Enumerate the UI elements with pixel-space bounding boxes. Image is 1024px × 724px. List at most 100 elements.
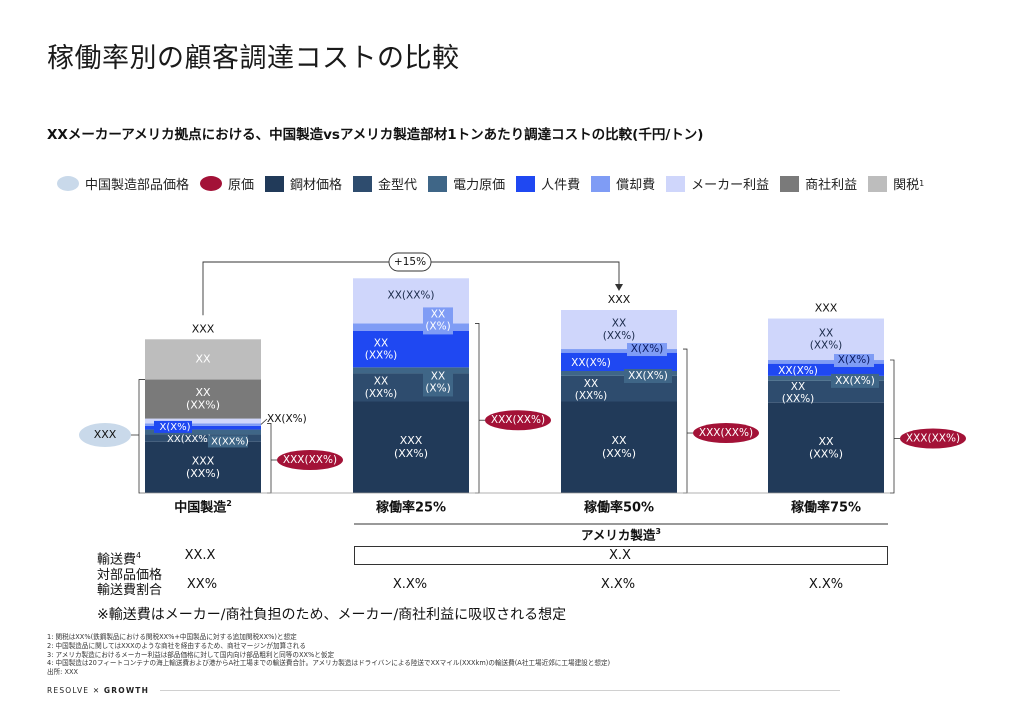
legend-item-6: 償却費 [591,174,655,193]
legend-swatch [780,175,800,192]
bar-segment [145,425,261,430]
china-price-label: XXX [94,428,117,441]
bar-segment [145,339,261,380]
legend-label: 原価 [228,178,255,193]
bar-segment [353,330,469,368]
bar-segment [145,379,261,419]
legend-swatch [57,176,79,191]
legend-label: 電力原価 [453,178,506,193]
cost-bracket [475,323,480,494]
shipping-note: ※輸送費はメーカー/商社負担のため、メーカー/商社利益に吸収される想定 [97,607,567,623]
legend-swatch [591,175,611,192]
cost-label: XXX(XX%) [699,427,753,439]
cost-ellipse [900,428,966,449]
cost-bracket [267,423,272,494]
bar-segment [145,434,261,442]
cost-label: XXX(XX%) [491,414,545,426]
ratio-value-25: X.X% [392,577,428,592]
bar-segment [353,367,469,374]
leader-line [260,418,268,425]
price-bracket [138,379,145,494]
segment-label: XX(XX%) [186,386,220,412]
bar-segment [561,310,677,350]
bar-segment [145,429,261,435]
ratio-value-50: X.X% [600,577,636,592]
ratio-row-label: 対部品価格 輸送費割合 [97,568,163,598]
bar-segment [561,401,677,493]
segment-label: XX(X%) [571,357,611,369]
total-label: XXX [608,293,631,306]
cost-ellipse [277,450,343,470]
legend-item-4: 電力原価 [428,174,505,193]
legend-label: 鋼材価格 [290,178,343,193]
bar-segment [145,418,261,424]
category-label: 稼働率75% [791,500,861,516]
footnote-3: 3: アメリカ製造におけるメーカー利益は部品価格に対して国内向け部品粗利と同等の… [47,650,335,659]
bar-segment [768,402,884,493]
shipping-value-china: XX.X [184,548,216,563]
cost-bracket [683,348,688,494]
segment-label: XX(XX%) [810,328,843,352]
legend-swatch [353,175,373,192]
label-chip [834,354,874,368]
bar-segment [768,375,884,381]
footnote-1: 1: 関税はXX%(鉄鋼製品における関税XX%+中国製品に対する追加関税XX%)… [47,633,297,641]
label-chip [627,343,667,357]
bar-segment [353,401,469,493]
legend-item-1: 原価 [200,174,254,193]
bar-segment [561,371,677,376]
chart-subtitle: XXメーカーアメリカ拠点における、中国製造vsアメリカ製造部材1トンあたり調達コ… [47,127,704,143]
legend-swatch [428,175,448,192]
total-label: XXX [192,322,215,335]
legend-item-5: 人件費 [516,174,580,193]
label-chip [154,420,192,433]
ratio-value-china: XX% [186,577,218,592]
segment-label: X(X%) [631,343,664,355]
change-label: +15% [394,256,426,268]
legend-item-7: メーカー利益 [666,174,769,193]
china-price-ellipse [79,423,131,447]
segment-label: XX(X%) [425,371,450,395]
shipping-row-label: 輸送費4 [97,551,142,568]
category-label: 中国製造2 [174,499,232,516]
legend-label: 中国製造部品価格 [85,178,190,193]
legend-item-2: 鋼材価格 [265,174,342,193]
legend-swatch [516,175,536,192]
bar-segment [561,349,677,353]
shipping-box-usa [354,546,888,565]
segment-label: XX(XX%) [388,289,435,301]
legend-label: 商社利益 [805,178,858,193]
total-label: XXX [815,302,838,315]
cost-label: XXX(XX%) [283,454,337,466]
footnote-4: 4: 中国製造は20フィートコンテナの海上輸送費および港からA社工場までの輸送費… [47,659,611,668]
label-chip [624,369,672,383]
segment-label: XX(XX%) [365,337,398,361]
page-title: 稼働率別の顧客調達コストの比較 [47,43,460,74]
legend-label: 償却費 [616,178,656,193]
footnote-source: 出所: XXX [47,668,79,677]
segment-label: XX(XX%) [782,381,815,405]
legend-swatch [200,176,223,191]
bar-segment [768,318,884,361]
cost-label: XXX(XX%) [906,433,960,445]
bar-segment [768,360,884,364]
footnotes: 1: 関税はXX%(鉄鋼製品における関税XX%+中国製品に対する追加関税XX%)… [47,633,610,677]
bar-segment [353,323,469,331]
change-arrowhead [615,284,623,291]
segment-label: XX(X%) [628,370,668,382]
shipping-value-usa: X.X [609,548,631,563]
footer-divider [160,690,840,691]
ratio-value-75: X.X% [808,577,844,592]
legend: 中国製造部品価格 原価 鋼材価格 金型代 電力原価 人件費 償却費 メーカー利益 商社利益 関税 1 [57,174,935,193]
segment-label: X(X%) [838,354,871,366]
legend-item-3: 金型代 [353,174,417,193]
label-chip [831,373,879,388]
segment-label: XX(X%) [425,309,450,333]
segment-label: XX(XX%) [603,318,636,342]
legend-swatch [666,175,686,192]
segment-label: XX(XX%) [365,376,398,400]
footnote-2: 2: 中国製造品に関してはXXXのような商社を経由するため、商社マージンが加算さ… [47,641,306,650]
legend-item-8: 商社利益 [780,174,857,193]
legend-swatch [265,175,285,192]
legend-label: 関税 [893,178,920,193]
